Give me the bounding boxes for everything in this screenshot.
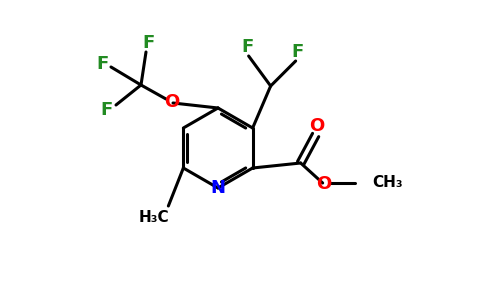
Text: CH₃: CH₃ [373, 175, 403, 190]
Text: H₃C: H₃C [139, 211, 170, 226]
Text: F: F [96, 55, 108, 73]
Text: F: F [291, 43, 304, 61]
Text: F: F [101, 101, 113, 119]
Text: O: O [316, 175, 331, 193]
Text: O: O [309, 117, 324, 135]
Text: F: F [142, 34, 154, 52]
Text: O: O [165, 93, 180, 111]
Text: N: N [211, 179, 226, 197]
Text: F: F [242, 38, 254, 56]
